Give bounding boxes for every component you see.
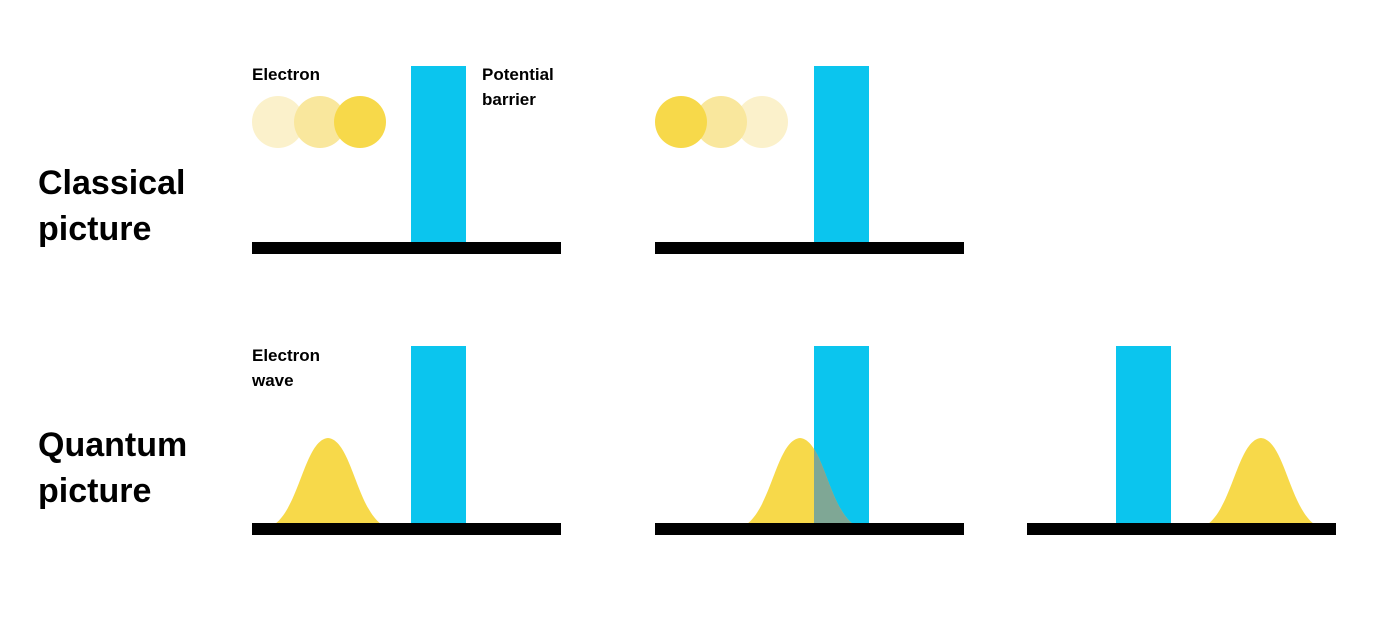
classical-label-line2: picture — [38, 210, 151, 248]
quantum-panel-transmitted — [1027, 346, 1336, 535]
quantum-label-line1: Quantum — [38, 426, 187, 464]
classical-panel-approach: Electron Potential barrier — [252, 65, 561, 254]
potential-barrier — [411, 66, 466, 243]
ground-line — [655, 242, 964, 254]
electron-trail-faded — [736, 96, 788, 148]
tunneling-overlap — [814, 449, 853, 524]
potential-barrier — [814, 66, 869, 243]
electron-annotation: Electron — [252, 65, 320, 84]
barrier-annotation-line2: barrier — [482, 90, 536, 109]
quantum-label-line2: picture — [38, 472, 151, 510]
barrier-annotation-line1: Potential — [482, 65, 554, 84]
classical-panel-reflected — [655, 66, 964, 254]
wave-annotation-line1: Electron — [252, 346, 320, 365]
ground-line — [1027, 523, 1336, 535]
classical-label-line1: Classical — [38, 164, 185, 202]
electron-wave — [1208, 438, 1314, 524]
ground-line — [252, 523, 561, 535]
electron-trail-faded — [252, 96, 304, 148]
ground-line — [655, 523, 964, 535]
electron — [334, 96, 386, 148]
electron-wave — [275, 438, 381, 524]
quantum-panel-tunneling — [655, 346, 964, 535]
electron-trail — [695, 96, 747, 148]
electron — [655, 96, 707, 148]
electron-trail — [294, 96, 346, 148]
potential-barrier — [411, 346, 466, 524]
quantum-panel-approach: Electron wave — [251, 346, 561, 535]
potential-barrier — [1116, 346, 1171, 524]
ground-line — [252, 242, 561, 254]
wave-annotation-line2: wave — [251, 371, 294, 390]
